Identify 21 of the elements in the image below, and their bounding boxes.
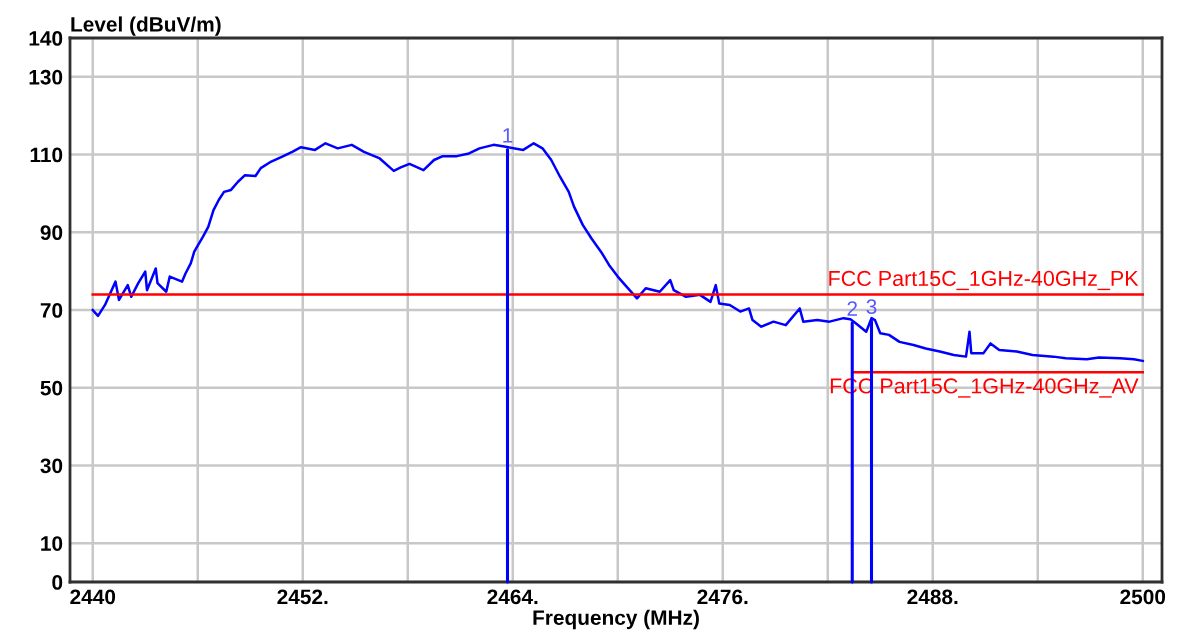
y-tick-label: 30 <box>40 458 63 474</box>
x-axis-title: Frequency (MHz) <box>533 609 699 630</box>
y-tick-label: 130 <box>29 69 63 85</box>
series-label: FCC Part15C_1GHz-40GHz_PK <box>829 270 1139 291</box>
x-tick-label: 2476. <box>697 589 748 605</box>
y-tick-label: 50 <box>40 380 63 396</box>
annotation: 3 <box>866 299 877 315</box>
y-tick-label: 110 <box>30 147 63 163</box>
annotation: 2 <box>847 301 857 316</box>
x-tick-label: 2464. <box>487 589 538 605</box>
x-tick-label: 2452. <box>277 589 328 605</box>
x-tick-label: 2440 <box>70 589 116 605</box>
y-tick-label: 90 <box>40 225 63 241</box>
y-tick-label: 140 <box>29 31 63 46</box>
y-tick-label: 0 <box>52 575 63 590</box>
y-tick-label: 70 <box>40 303 63 318</box>
annotation: 1 <box>503 128 513 143</box>
y-axis-title: Level (dBuV/m) <box>71 16 221 36</box>
x-tick-label: 2500 <box>1120 589 1166 605</box>
y-tick-label: 10 <box>41 536 63 551</box>
x-tick-label: 2488. <box>907 589 958 605</box>
